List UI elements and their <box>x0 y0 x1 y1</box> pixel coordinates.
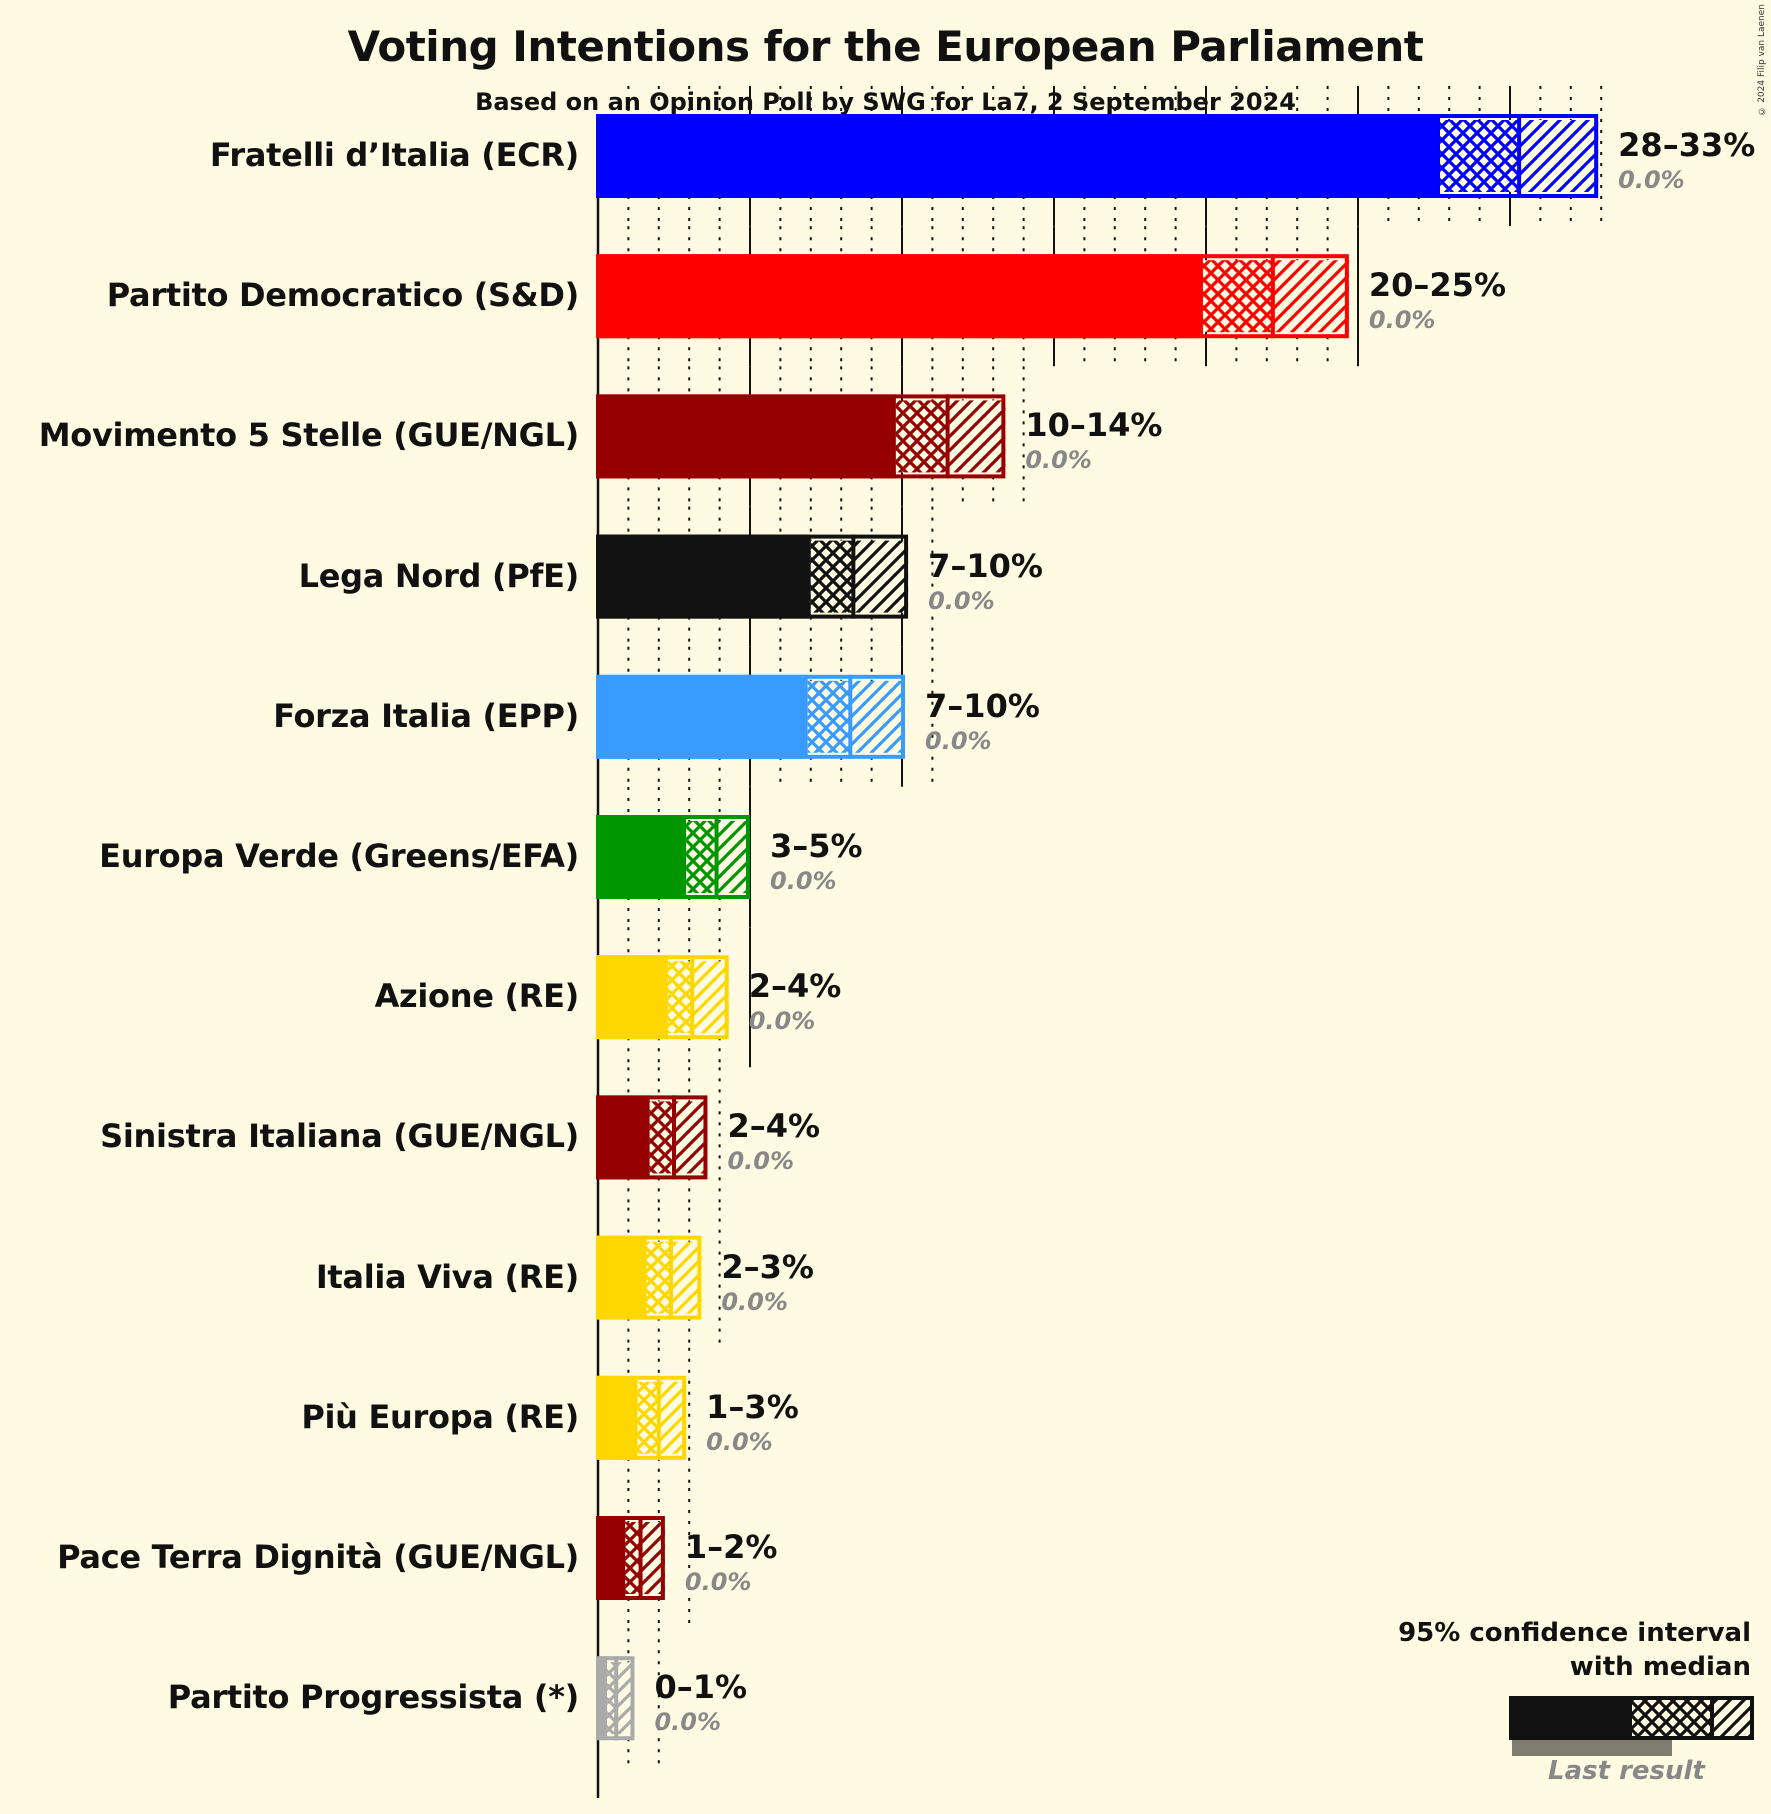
range-label: 10–14% <box>1025 406 1163 445</box>
last-result-label: 0.0% <box>727 1147 794 1176</box>
last-result-label: 0.0% <box>1368 306 1436 335</box>
party-label: Movimento 5 Stelle (GUE/NGL) <box>38 416 580 455</box>
last-result-label: 0.0% <box>1025 446 1092 475</box>
party-label: Europa Verde (Greens/EFA) <box>99 837 579 875</box>
bar-9 <box>596 1375 687 1460</box>
range-label: 2–4% <box>727 1107 821 1146</box>
party-label: Italia Viva (RE) <box>315 1257 579 1296</box>
party-label: Sinistra Italiana (GUE/NGL) <box>100 1117 579 1156</box>
party-label: Fratelli d’Italia (ECR) <box>209 136 579 174</box>
bar-6 <box>596 955 729 1040</box>
bar-5 <box>596 815 750 899</box>
range-label: 1–3% <box>706 1387 799 1426</box>
legend-swatch <box>1509 1696 1754 1756</box>
range-label: 7–10% <box>928 546 1043 585</box>
last-result-label: 0.0% <box>748 1007 816 1036</box>
bar-4 <box>596 674 906 759</box>
range-label: 3–5% <box>770 827 863 865</box>
last-result-label: 0.0% <box>706 1427 773 1456</box>
range-label: 0–1% <box>654 1668 748 1707</box>
last-result-label: 0.0% <box>721 1287 788 1316</box>
bar-10 <box>596 1516 665 1600</box>
bar-2 <box>596 394 1006 479</box>
range-label: 7–10% <box>925 686 1040 725</box>
chart-title: Voting Intentions for the European Parli… <box>347 22 1424 71</box>
range-label: 2–4% <box>748 967 842 1006</box>
range-label: 2–3% <box>721 1247 814 1286</box>
bar-3 <box>596 534 909 619</box>
party-label: Partito Democratico (S&D) <box>106 276 580 315</box>
bar-1 <box>596 254 1349 339</box>
last-result-label: 0.0% <box>770 867 837 895</box>
last-result-label: 0.0% <box>1618 166 1685 194</box>
last-result-label: 0.0% <box>925 726 992 755</box>
bars <box>596 114 1599 1741</box>
bar-0 <box>596 114 1599 198</box>
bar-7 <box>596 1095 708 1180</box>
party-label: Pace Terra Dignità (GUE/NGL) <box>57 1538 579 1576</box>
last-result-label: 0.0% <box>928 586 995 615</box>
party-label: Lega Nord (PfE) <box>298 556 580 595</box>
range-label: 28–33% <box>1618 126 1756 164</box>
last-result-label: 0.0% <box>684 1568 752 1596</box>
party-label: Partito Progressista (*) <box>167 1678 580 1717</box>
legend-last-result: Last result <box>1548 1756 1705 1786</box>
legend-line1: 95% confidence interval <box>1398 1618 1751 1648</box>
bar-11 <box>596 1656 635 1741</box>
last-result-label: 0.0% <box>654 1708 722 1737</box>
range-label: 1–2% <box>684 1528 778 1566</box>
party-label: Più Europa (RE) <box>301 1397 579 1436</box>
range-label: 20–25% <box>1368 266 1506 305</box>
legend-line2: with median <box>1569 1652 1751 1682</box>
bar-8 <box>596 1235 702 1320</box>
legend-title: 95% confidence interval with median <box>1398 1616 1751 1684</box>
chart-subtitle: Based on an Opinion Poll by SWG for La7,… <box>475 88 1296 116</box>
party-label: Azione (RE) <box>374 977 580 1016</box>
party-label: Forza Italia (EPP) <box>273 696 579 735</box>
